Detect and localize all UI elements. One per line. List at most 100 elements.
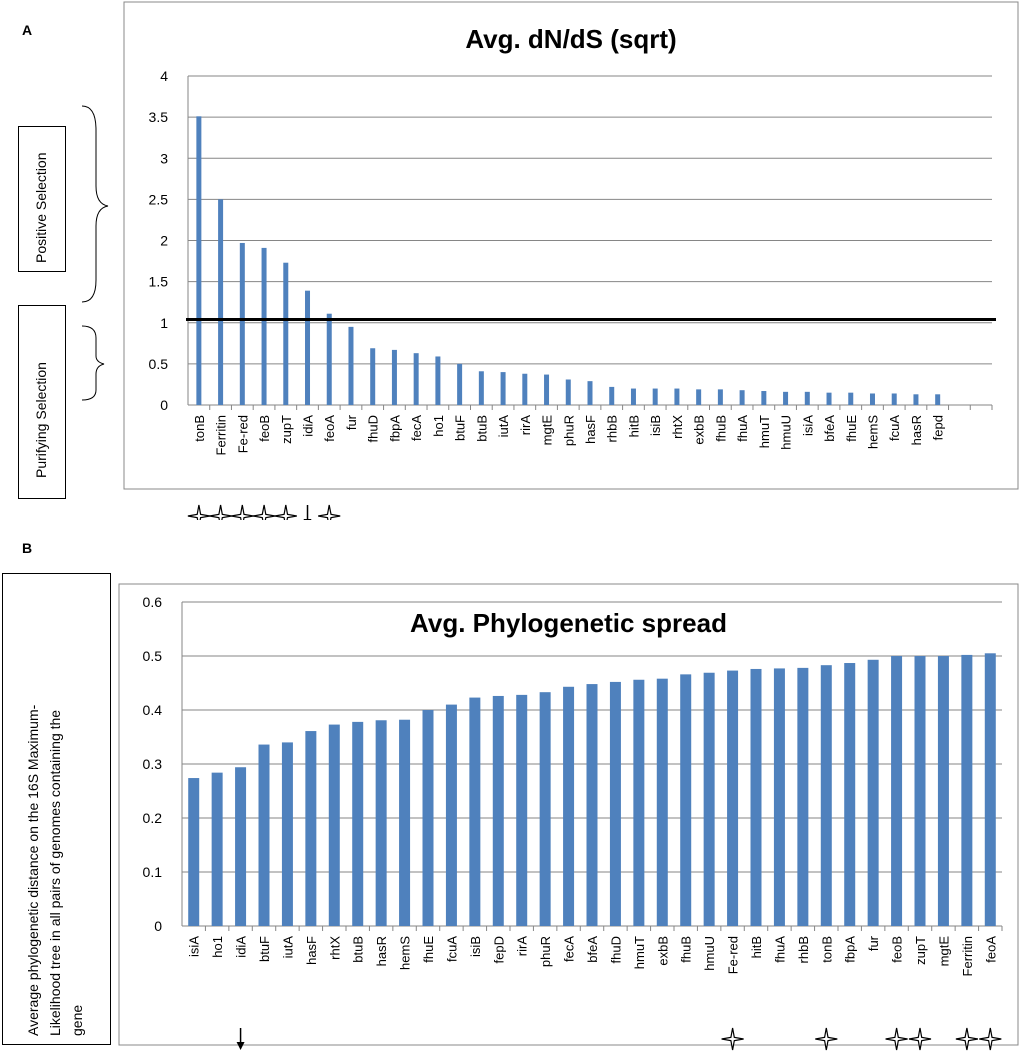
star-marker-Fe-red (231, 504, 254, 520)
bar-hmuU (783, 391, 789, 405)
x-tick-label: Fe-red (235, 415, 250, 453)
bar-iutA (281, 742, 293, 926)
bar-hasR (375, 720, 387, 926)
chart-title: Avg. Phylogenetic spread (410, 608, 727, 638)
y-tick-label: 0.4 (143, 702, 163, 718)
x-tick-label: zupT (279, 415, 294, 444)
x-tick-label: fhuE (421, 936, 436, 963)
bar-iutA (500, 372, 506, 405)
phylo-ylabel-box: Average phylogenetic distance on the 16S… (2, 573, 111, 1045)
bar-hmuU (703, 672, 715, 926)
x-tick-label: rhbB (796, 936, 811, 963)
y-tick-label: 0.6 (143, 594, 163, 610)
x-tick-label: fbpA (843, 936, 858, 963)
bar-hmuT (633, 679, 645, 926)
star-marker-Ferritin (955, 1027, 979, 1051)
positive-brace (81, 105, 109, 303)
positive-selection-box: Positive Selection (18, 126, 66, 272)
bar-Fe-red (239, 242, 245, 405)
bar-rhbB (797, 667, 809, 926)
chart-title: Avg. dN/dS (sqrt) (465, 24, 676, 54)
x-tick-label: isiA (800, 415, 815, 436)
bar-fur (867, 659, 879, 926)
chart-frame (123, 1, 1019, 490)
x-tick-label: idiA (301, 415, 316, 437)
x-tick-label: bfeA (822, 415, 837, 442)
x-tick-label: mgtE (936, 936, 951, 967)
bar-feoA (984, 653, 996, 926)
x-tick-label: hmuT (757, 415, 772, 448)
bar-isiA (188, 778, 200, 926)
x-tick-label: hitB (626, 415, 641, 437)
bar-idiA (235, 767, 247, 926)
bar-feoB (261, 247, 267, 405)
y-tick-label: 1.5 (149, 274, 169, 290)
x-tick-label: feoB (257, 415, 272, 442)
bar-fepd (935, 394, 941, 405)
x-tick-label: btuF (453, 415, 468, 441)
x-tick-label: rhbB (605, 415, 620, 442)
x-tick-label: fecA (409, 415, 424, 441)
bar-isiA (804, 391, 810, 405)
panel-b-label: B (22, 540, 33, 556)
x-tick-label: fhuD (366, 415, 381, 442)
bar-mgtE (544, 374, 550, 405)
star-marker-zupT (274, 504, 297, 520)
x-tick-label: btuB (351, 936, 366, 963)
bar-tonB (196, 116, 202, 406)
bar-fur (348, 326, 354, 405)
x-tick-label: fhuE (844, 415, 859, 442)
x-tick-label: tonB (819, 936, 834, 963)
arrow-marker-idiA-head (303, 519, 312, 520)
arrow-marker-idiA (303, 505, 312, 520)
x-tick-label: fecA (562, 936, 577, 962)
bar-Ferritin (961, 654, 973, 926)
purifying-selection-label: Purifying Selection (33, 362, 49, 478)
bar-hemS (869, 393, 875, 405)
bar-phuR (539, 692, 551, 926)
x-tick-label: fur (344, 414, 359, 430)
x-tick-label: fepD (491, 936, 506, 963)
bar-fhuD (370, 348, 376, 405)
bar-exbB (656, 678, 668, 926)
bar-fcuA (891, 393, 897, 405)
bar-fhuD (609, 681, 621, 926)
bar-fhuB (717, 389, 723, 405)
chart-b-phylogenetic-spread: Avg. Phylogenetic spread 0 0.1 0.2 0.3 0.4 0.5… (118, 583, 1019, 1051)
bar-ho1 (435, 356, 441, 405)
y-tick-label: 3 (160, 150, 168, 166)
star-marker-tonB (187, 504, 211, 520)
x-tick-label: rirA (518, 415, 533, 436)
bar-mgtE (937, 656, 949, 926)
y-tick-label: 0.2 (143, 810, 163, 826)
arrow-marker-idiA (236, 1028, 245, 1050)
x-tick-label: rhtX (327, 936, 342, 960)
star-marker-feoB (885, 1027, 908, 1051)
bar-phuR (565, 379, 571, 405)
x-tick-label: fcuA (887, 415, 902, 441)
x-tick-label: Ferritin (960, 936, 975, 976)
bar-isiB (469, 697, 481, 926)
x-tick-label: fur (866, 935, 881, 951)
y-tick-label: 3.5 (149, 109, 169, 125)
bar-btuF (258, 744, 270, 926)
x-tick-label: Ferritin (214, 415, 229, 455)
x-tick-label: Fe-red (726, 936, 741, 974)
star-marker-Fe-red (721, 1027, 744, 1051)
bar-Fe-red (727, 670, 739, 926)
star-marker-Ferritin (209, 504, 232, 520)
bar-fecA (413, 353, 419, 405)
bar-rhbB (609, 386, 615, 405)
x-tick-label: isiB (468, 936, 483, 957)
y-tick-label: 2 (160, 233, 168, 249)
arrow-marker-idiA-head (236, 1042, 245, 1050)
bar-Ferritin (218, 199, 224, 405)
bar-btuF (457, 363, 463, 405)
bar-btuB (352, 721, 364, 926)
y-tick-label: 2.5 (149, 191, 169, 207)
star-marker-feoA (979, 1027, 1002, 1051)
x-tick-label: hasF (583, 415, 598, 444)
star-marker-feoA (318, 504, 341, 520)
x-tick-label: fhuB (679, 936, 694, 963)
x-tick-label: fbpA (387, 415, 402, 442)
